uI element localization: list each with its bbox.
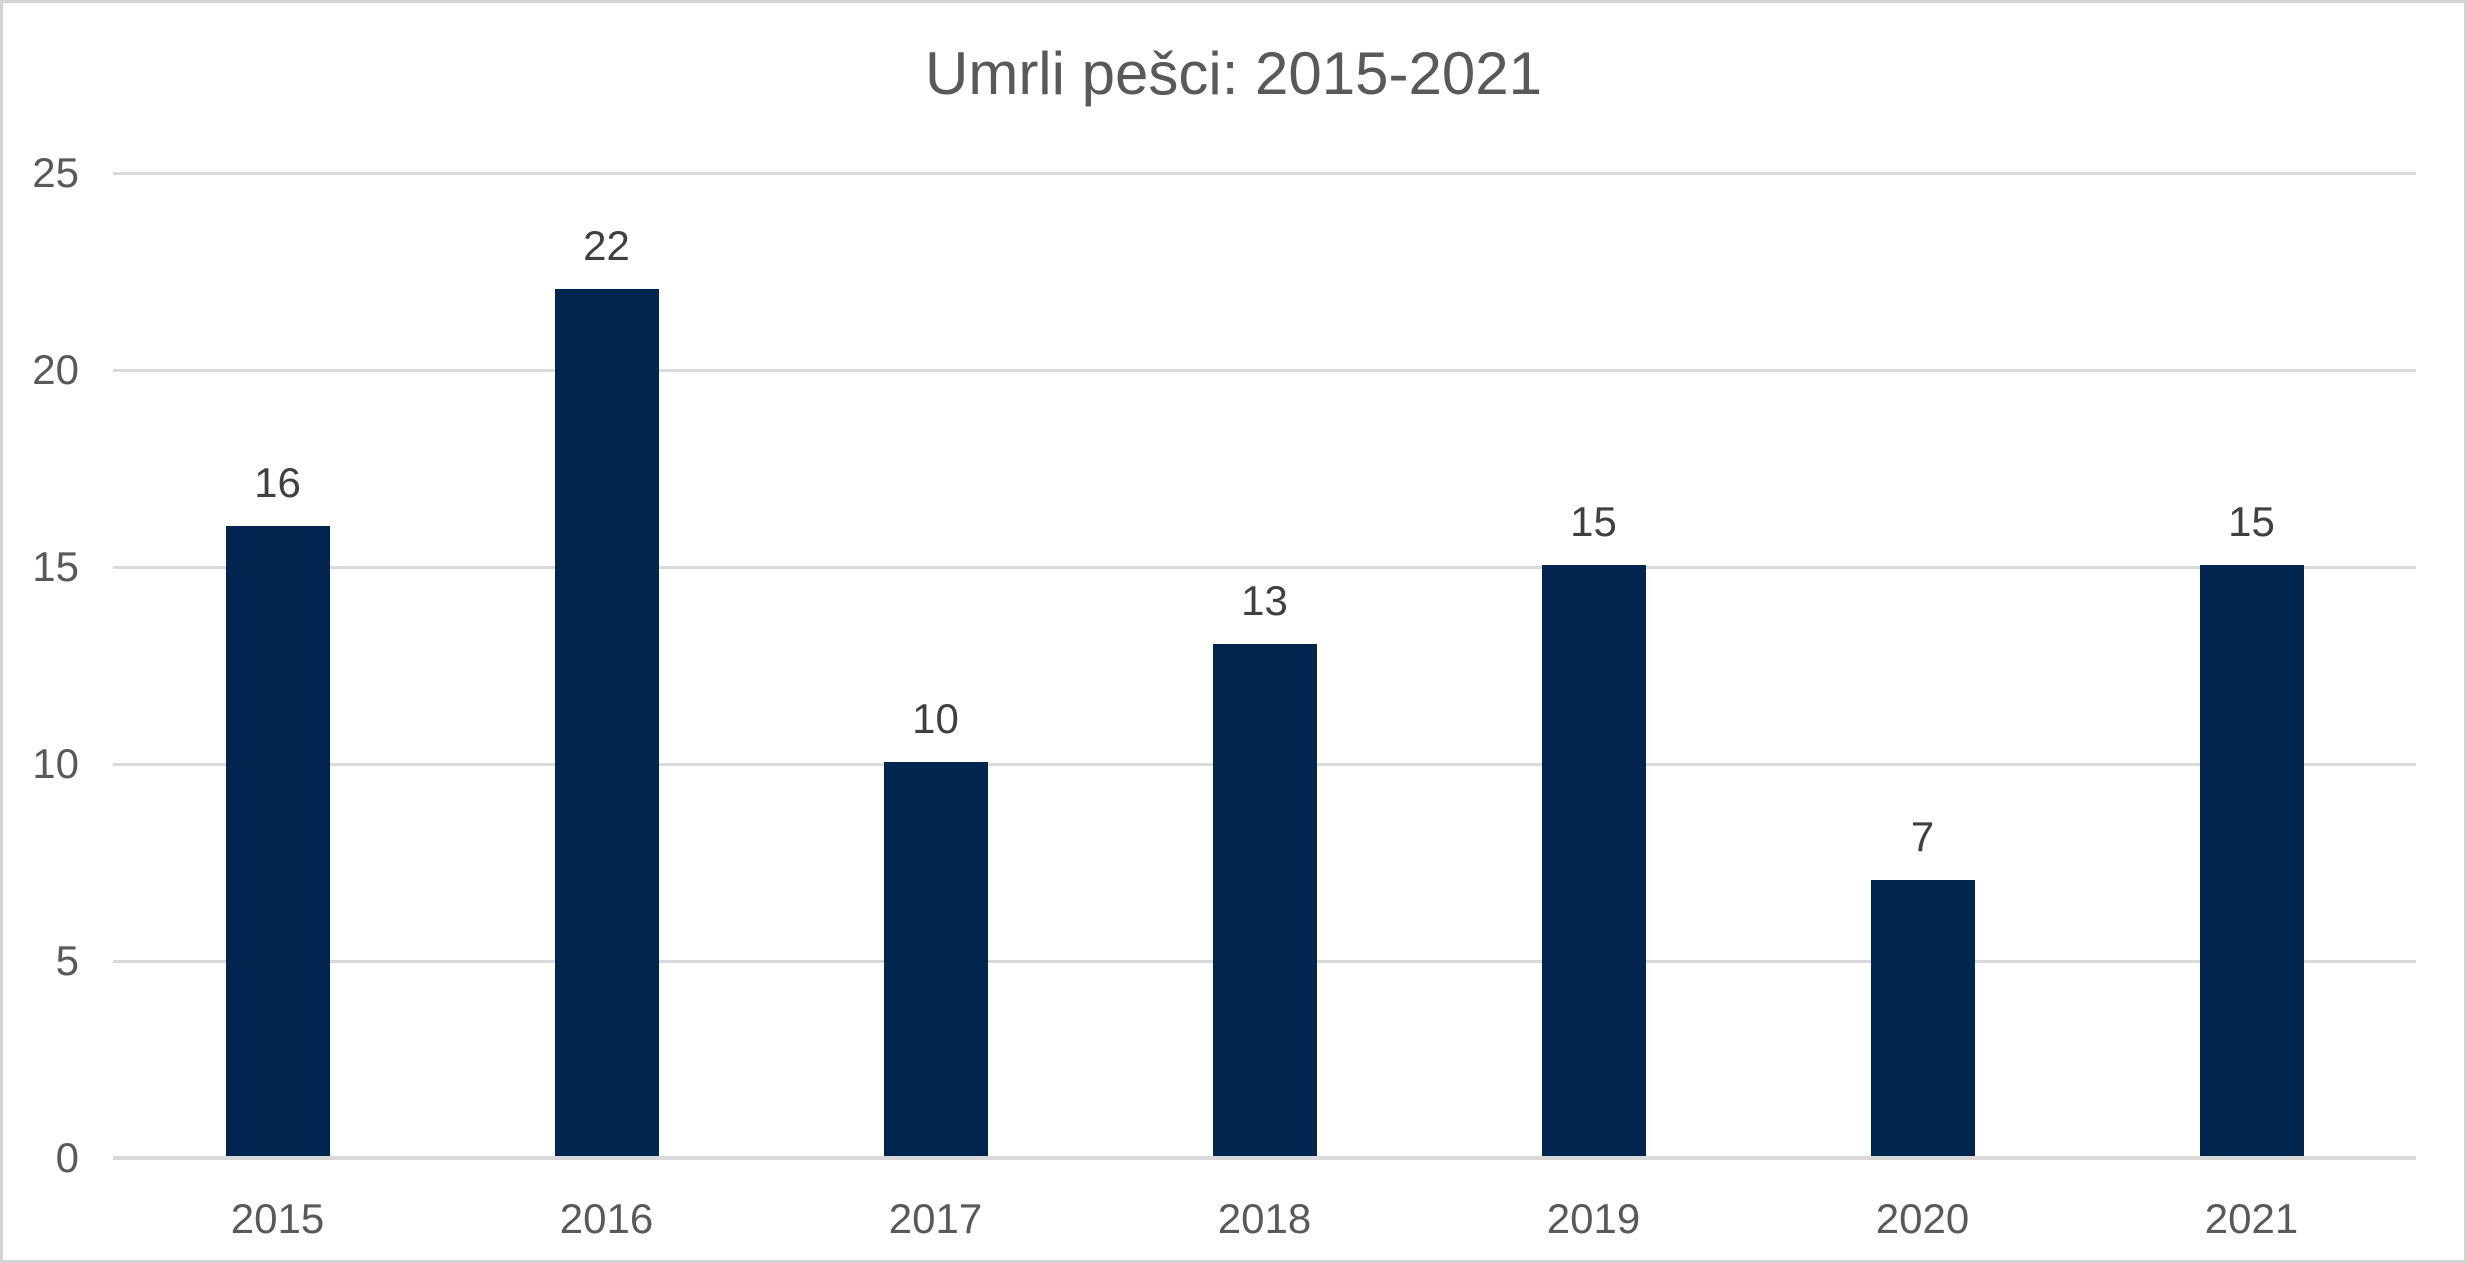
bar-value-label: 16	[254, 459, 301, 506]
x-tick-label: 2020	[1875, 1195, 1970, 1242]
bar-value-label: 7	[1910, 813, 1935, 860]
x-tick-label: 2016	[559, 1195, 654, 1242]
x-axis: 2015 2016 2017 2018 2019 2020 2021	[113, 1188, 2416, 1248]
x-tick-label: 2015	[230, 1195, 325, 1242]
bar	[225, 526, 330, 1156]
y-tick-label: 25	[32, 149, 79, 196]
gridline	[113, 171, 2416, 175]
x-tick-label: 2017	[888, 1195, 983, 1242]
gridline	[113, 565, 2416, 569]
y-tick-label: 5	[55, 937, 79, 984]
plot-area: 16 22 10 13 15 7 15	[113, 171, 2416, 1160]
bar	[1541, 565, 1646, 1156]
x-tick-label: 2019	[1546, 1195, 1641, 1242]
gridline	[113, 368, 2416, 372]
y-tick-label: 0	[55, 1134, 79, 1181]
bar-value-label: 22	[583, 222, 630, 269]
bar	[1870, 880, 1975, 1156]
bar-value-label: 13	[1241, 577, 1288, 624]
bar	[554, 289, 659, 1156]
x-tick-label: 2021	[2204, 1195, 2299, 1242]
y-axis: 0 5 10 15 20 25	[3, 3, 2464, 1260]
x-tick-label: 2018	[1217, 1195, 1312, 1242]
bar	[2199, 565, 2304, 1156]
y-tick-label: 20	[32, 346, 79, 393]
chart-title: Umrli pešci: 2015-2021	[925, 40, 1542, 107]
y-tick-label: 15	[32, 543, 79, 590]
x-axis-line	[113, 1156, 2416, 1160]
bar-value-label: 15	[1570, 498, 1617, 545]
bar	[883, 762, 988, 1156]
bar-value-label: 15	[2228, 498, 2275, 545]
y-tick-label: 10	[32, 740, 79, 787]
bar	[1212, 644, 1317, 1156]
bar-value-label: 10	[912, 695, 959, 742]
